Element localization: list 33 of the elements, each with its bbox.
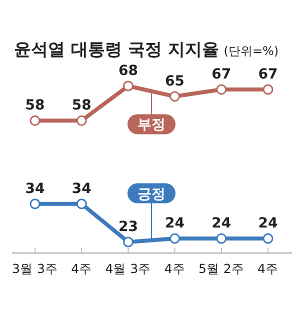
data-label: 58 xyxy=(25,98,45,114)
x-tick-label: 4주 xyxy=(164,261,186,276)
x-tick-label: 3월 3주 xyxy=(12,261,58,276)
data-label: 34 xyxy=(72,180,92,197)
series-name: 긍정 xyxy=(138,186,166,202)
data-label: 24 xyxy=(165,216,185,232)
point xyxy=(76,115,87,126)
point xyxy=(262,233,274,244)
point xyxy=(30,198,40,210)
data-label: 58 xyxy=(72,98,92,114)
series-name: 부정 xyxy=(138,117,166,134)
data-label: 34 xyxy=(25,180,45,197)
x-tick-label: 4주 xyxy=(71,261,92,276)
point xyxy=(76,198,87,210)
data-label: 24 xyxy=(212,216,232,232)
data-label: 67 xyxy=(258,66,278,82)
data-label: 24 xyxy=(258,216,278,232)
point xyxy=(122,80,134,92)
point xyxy=(122,236,134,248)
point xyxy=(170,91,180,102)
title: 윤석열 대통령 국정 지지율 (단위=%) xyxy=(14,40,279,60)
x-tick-label: 4주 xyxy=(258,261,278,276)
x-tick-label: 5월 2주 xyxy=(198,261,244,276)
point xyxy=(216,233,227,244)
data-label: 67 xyxy=(212,66,232,82)
point xyxy=(262,84,274,95)
point xyxy=(170,233,180,244)
data-label: 68 xyxy=(118,63,138,79)
point xyxy=(216,84,227,95)
data-label: 65 xyxy=(165,73,185,90)
data-label: 23 xyxy=(118,219,138,235)
x-tick-label: 4월 3주 xyxy=(105,261,152,276)
point xyxy=(30,115,40,126)
